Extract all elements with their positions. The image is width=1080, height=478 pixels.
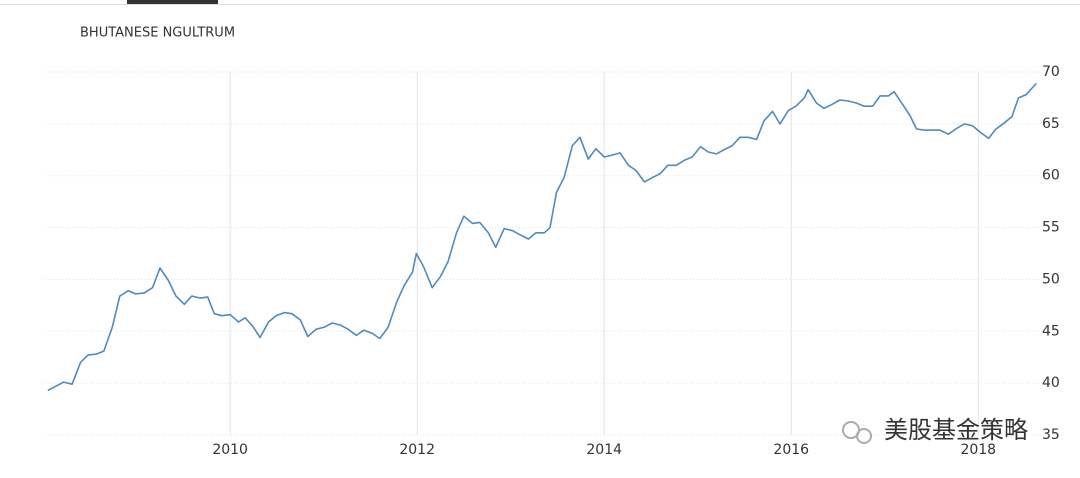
watermark-text: 美股基金策略 [884,416,1028,444]
x-tick-label: 2014 [586,442,622,458]
y-tick-label: 35 [1042,427,1060,443]
y-tick-label: 60 [1042,168,1060,184]
y-tick-label: 55 [1042,220,1060,236]
y-tick-label: 45 [1042,323,1060,339]
y-tick-label: 40 [1042,375,1060,391]
y-tick-label: 50 [1042,271,1060,287]
series-line [47,82,1037,392]
x-tick-label: 2010 [212,442,248,458]
watermark: 美股基金策略 [842,416,1028,444]
chart-title: BHUTANESE NGULTRUM [80,26,235,41]
x-tick-label: 2012 [399,442,435,458]
x-tick-label: 2016 [773,442,809,458]
active-tab-indicator [127,0,218,4]
x-tick-label: 2018 [960,442,996,458]
watermark-icon [856,428,872,444]
y-tick-label: 65 [1042,116,1060,132]
y-tick-label: 70 [1042,64,1060,80]
